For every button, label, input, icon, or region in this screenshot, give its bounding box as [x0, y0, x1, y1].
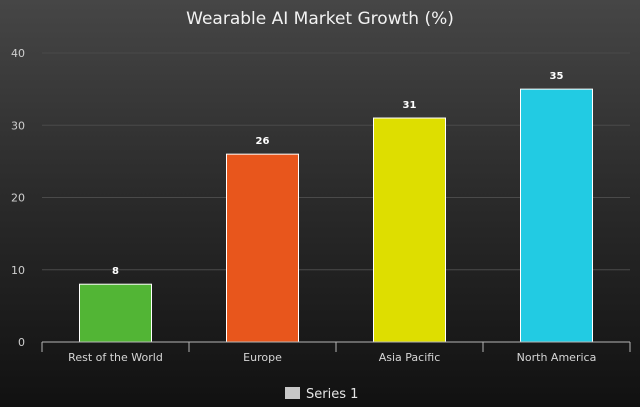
bars-layer: 8 26 31 35 [79, 71, 593, 343]
x-tick-label: Asia Pacific [379, 351, 441, 364]
y-axis: 0 10 20 30 40 [11, 47, 25, 349]
y-tick-label: 20 [11, 192, 25, 205]
y-tick-label: 0 [18, 336, 25, 349]
y-tick-label: 10 [11, 264, 25, 277]
chart-title: Wearable AI Market Growth (%) [186, 9, 454, 29]
bar[interactable] [520, 88, 593, 343]
x-axis: Rest of the World Europe Asia Pacific North… [41, 341, 631, 364]
legend[interactable]: Series 1 [285, 387, 358, 402]
x-tick-label: Rest of the World [68, 351, 163, 364]
data-label: 8 [112, 266, 119, 277]
bar[interactable] [79, 283, 152, 343]
bar[interactable] [226, 153, 299, 343]
legend-swatch[interactable] [285, 387, 300, 399]
legend-label[interactable]: Series 1 [306, 387, 358, 402]
bar[interactable] [373, 117, 446, 343]
data-label: 26 [256, 136, 270, 147]
y-tick-label: 30 [11, 119, 25, 132]
data-label: 35 [550, 71, 564, 82]
data-label: 31 [403, 100, 417, 111]
x-tick-label: Europe [243, 351, 282, 364]
y-tick-label: 40 [11, 47, 25, 60]
x-tick-label: North America [517, 351, 597, 364]
